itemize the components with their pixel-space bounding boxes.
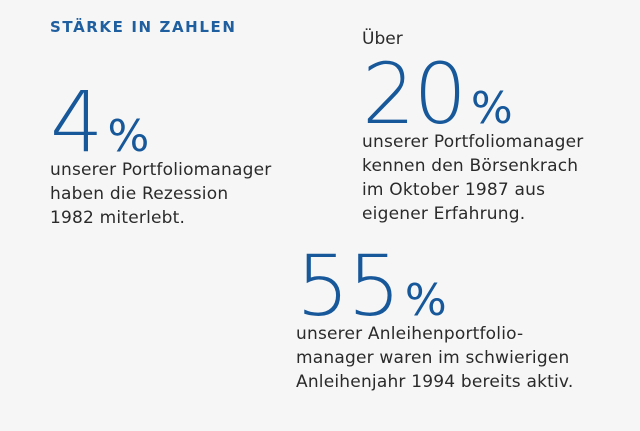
stat-value: 20 (362, 45, 467, 143)
stat-prefix: Über (362, 29, 403, 49)
stat-figure: 55% (296, 244, 573, 328)
stat-description: unserer Anleihenportfolio- manager waren… (296, 322, 573, 394)
stat-figure: 20% (362, 52, 583, 136)
stat-value: 55 (296, 237, 401, 335)
stat-description-line: im Oktober 1987 aus (362, 180, 546, 200)
section-heading: STÄRKE IN ZAHLEN (50, 18, 237, 36)
stat-description-line: haben die Rezession (50, 184, 229, 204)
stat-unit: % (404, 275, 447, 326)
stat-description-line: manager waren im schwierigen (296, 348, 570, 368)
stat-block-boersenkrach: Über 20% unserer Portfoliomanager kennen… (362, 28, 583, 226)
stat-unit: % (470, 83, 513, 134)
stat-unit: % (107, 111, 150, 162)
stat-description: unserer Portfoliomanager haben die Rezes… (50, 158, 271, 230)
stat-description-line: unserer Portfoliomanager (50, 160, 272, 180)
stat-description-line: Anleihenjahr 1994 bereits aktiv. (296, 372, 574, 392)
stat-block-rezession: 4% unserer Portfoliomanager haben die Re… (50, 80, 271, 230)
stat-description-line: unserer Portfoliomanager (362, 132, 584, 152)
stat-description-line: unserer Anleihenportfolio- (296, 324, 524, 344)
stat-description-line: 1982 miterlebt. (50, 208, 186, 228)
stat-block-anleihenjahr: 55% unserer Anleihenportfolio- manager w… (296, 244, 573, 394)
stat-description: unserer Portfoliomanager kennen den Börs… (362, 130, 583, 226)
stat-description-line: kennen den Börsenkrach (362, 156, 579, 176)
stat-value: 4 (50, 73, 103, 171)
stat-description-line: eigener Erfahrung. (362, 204, 526, 224)
stat-figure: 4% (50, 80, 271, 164)
